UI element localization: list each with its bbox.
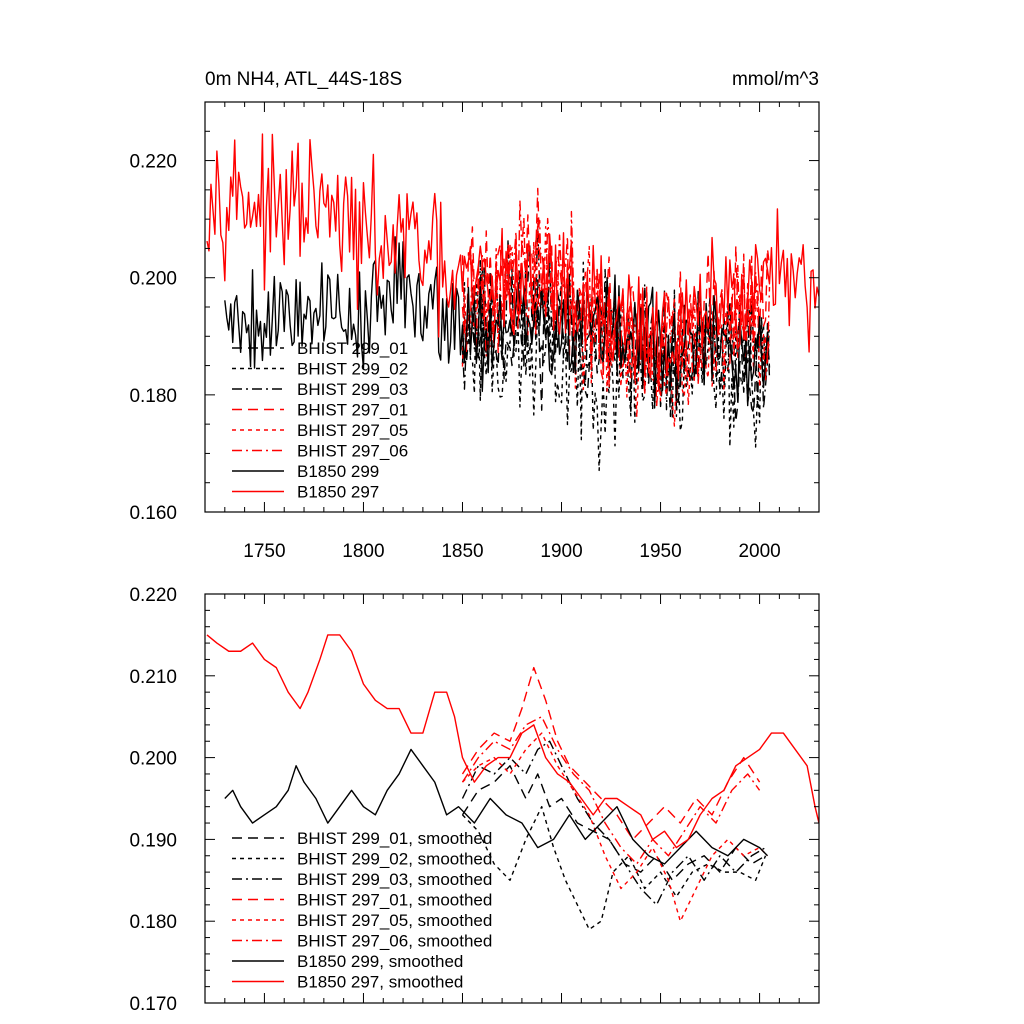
legend-label: BHIST 299_02, smoothed [297,850,492,869]
legend-label: B1850 297 [297,483,379,502]
x-tick-label: 1850 [441,541,483,562]
plot-frame [204,593,820,1004]
y-tick-label: 0.180 [129,912,177,933]
bottom-panel: 0.170 0.180 0.190 0.200 0.210 0.220 BHIST 299… [129,585,820,1015]
series-line-7 [206,133,819,388]
y-tick-label: 0.200 [129,749,177,770]
series-line-7 [206,634,819,849]
top-panel: 0m NH4, ATL_44S-18S mmol/m^3 1750 1800 185… [129,69,820,562]
legend-label: BHIST 299_03, smoothed [297,870,492,889]
legend-label: BHIST 299_03 [297,380,408,399]
x-tick-label: 2000 [738,541,780,562]
y-tick-label: 0.180 [129,386,177,407]
y-tick-label: 0.200 [129,269,177,290]
y-tick-label: 0.210 [129,667,177,688]
legend-label: BHIST 297_05, smoothed [297,911,492,930]
series-line-4 [461,732,769,922]
series-group [206,634,819,931]
legend-label: B1850 299, smoothed [297,952,463,971]
bottom-legend: BHIST 299_01, smoothed BHIST 299_02, smoo… [232,829,492,992]
series-line-0 [461,765,766,881]
units-label: mmol/m^3 [732,69,819,90]
series-line-5 [461,716,761,865]
legend-label: BHIST 299_01, smoothed [297,829,492,848]
series-line-2 [461,740,766,906]
y-tick-label: 0.190 [129,830,177,851]
legend-label: BHIST 297_05 [297,421,408,440]
x-tick-label: 1950 [639,541,681,562]
legend-label: BHIST 299_02 [297,360,408,379]
legend-label: B1850 297, smoothed [297,973,463,992]
legend-label: BHIST 297_01 [297,401,408,420]
bottom-plot-area: 0.170 0.180 0.190 0.200 0.210 0.220 [129,585,820,1015]
y-tick-label: 0.170 [129,994,177,1015]
series-group [206,133,819,472]
x-tick-label: 1750 [243,541,285,562]
legend-label: B1850 299 [297,462,379,481]
legend-label: BHIST 297_06, smoothed [297,932,492,951]
legend-label: BHIST 297_01, smoothed [297,891,492,910]
series-line-1 [461,805,767,931]
y-tick-label: 0.220 [129,152,177,173]
series-line-6 [224,748,769,865]
series-line-3 [461,666,761,841]
legend-label: BHIST 297_06 [297,442,408,461]
top-plot-area: 1750 1800 1850 1900 1950 2000 0.160 0.180 0.200 0… [129,101,820,562]
y-tick-label: 0.220 [129,585,177,606]
y-tick-label: 0.160 [129,503,177,524]
chart-title: 0m NH4, ATL_44S-18S [205,69,402,90]
legend-label: BHIST 299_01 [297,339,408,358]
x-tick-label: 1800 [342,541,384,562]
x-tick-label: 1900 [540,541,582,562]
